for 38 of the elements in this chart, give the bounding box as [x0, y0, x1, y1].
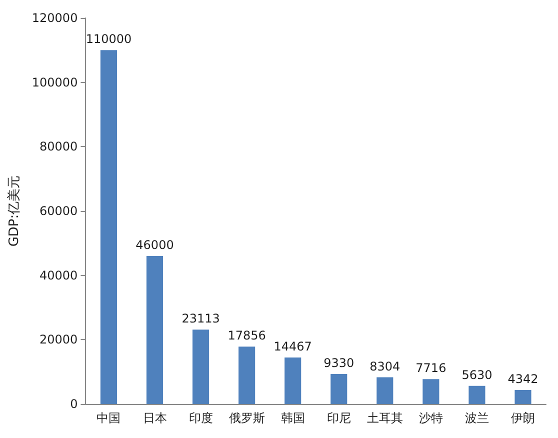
bar [192, 330, 210, 404]
data-label: 23113 [182, 312, 220, 326]
data-label: 5630 [462, 368, 492, 382]
bar [100, 50, 118, 404]
x-tick-label: 沙特 [418, 411, 443, 425]
x-tick-label: 伊朗 [510, 411, 535, 425]
y-tick-label: 120000 [32, 11, 78, 25]
bar [330, 374, 348, 404]
y-tick-label: 60000 [40, 204, 78, 218]
x-tick-label: 印度 [188, 411, 213, 425]
bar [422, 379, 440, 404]
y-tick-label: 0 [70, 397, 78, 411]
y-axis-title: GDP:亿美元 [6, 175, 22, 247]
x-tick-label: 土耳其 [366, 411, 403, 425]
y-tick-label: 80000 [40, 140, 78, 154]
bar [376, 377, 394, 404]
x-tick-label: 日本 [142, 411, 167, 425]
bar [146, 256, 164, 404]
data-label: 14467 [274, 339, 312, 354]
x-tick-label: 中国 [96, 411, 121, 425]
y-tick-label: 100000 [32, 75, 78, 90]
bar [238, 346, 256, 404]
y-tick-label: 20000 [40, 332, 78, 347]
x-tick-label: 俄罗斯 [228, 411, 265, 425]
bar [468, 386, 486, 404]
x-tick-label: 印尼 [326, 411, 351, 425]
y-tick-label: 40000 [40, 268, 78, 282]
x-tick-label: 波兰 [464, 411, 489, 425]
data-label: 110000 [86, 32, 132, 46]
data-label: 17856 [228, 328, 266, 343]
data-label: 46000 [136, 238, 174, 252]
x-tick-label: 韩国 [280, 411, 305, 425]
bar [514, 390, 532, 404]
data-label: 8304 [370, 359, 400, 374]
data-label: 7716 [416, 361, 446, 376]
data-label: 9330 [324, 356, 354, 370]
data-label: 4342 [508, 372, 538, 386]
bar [284, 357, 302, 404]
